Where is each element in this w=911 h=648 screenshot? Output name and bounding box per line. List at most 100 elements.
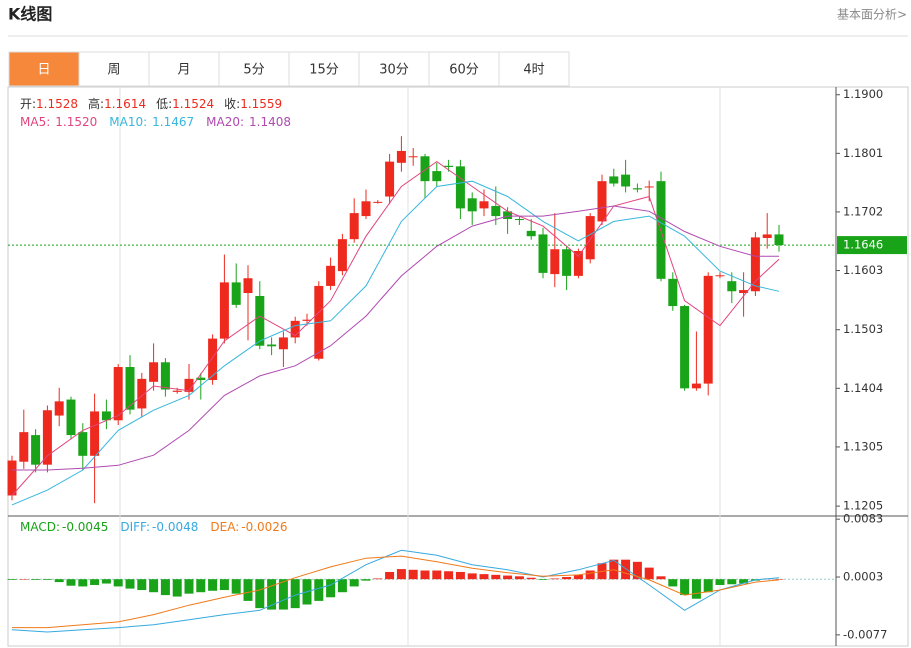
candle-body <box>715 275 725 277</box>
macd-bar <box>149 579 159 593</box>
candle-body <box>243 278 253 294</box>
candle-body <box>54 401 64 416</box>
y-tick-label: 0.0003 <box>843 570 883 584</box>
legend-value: 1.1524 <box>172 97 214 111</box>
candle-body <box>137 378 147 409</box>
macd-bar <box>479 574 489 580</box>
y-tick-label: 1.1503 <box>843 322 883 336</box>
y-tick-label: 1.1801 <box>843 146 883 160</box>
legend-name: 收: <box>224 97 240 111</box>
candle-body <box>396 150 406 163</box>
macd-bar <box>644 567 654 580</box>
legend-name: MA10: <box>109 115 147 129</box>
candle-body <box>562 249 572 276</box>
candle-body <box>750 237 760 292</box>
candle-body <box>467 198 477 212</box>
legend-name: 开: <box>20 97 36 111</box>
macd-bar <box>503 575 513 580</box>
y-tick-label: 1.1305 <box>843 439 883 453</box>
macd-bar <box>208 579 218 591</box>
tab-label: 5分 <box>243 63 264 78</box>
macd-bar <box>467 573 477 580</box>
candle-body <box>444 165 454 167</box>
macd-bar <box>7 579 17 580</box>
candle-body <box>196 377 206 381</box>
macd-bar <box>526 577 536 580</box>
legend-value: 1.1528 <box>36 97 78 111</box>
candle-body <box>66 399 76 436</box>
candle-body <box>231 282 241 305</box>
candle-body <box>255 295 265 346</box>
ma-line <box>11 160 780 496</box>
legend: 开:1.1528 高:1.1614 低:1.1524 收:1.1559 <box>20 96 282 111</box>
candle-body <box>632 188 642 190</box>
macd-bar <box>691 579 701 599</box>
page-title: K线图 <box>8 5 52 24</box>
candle-body <box>90 411 100 456</box>
legend-value: 1.1467 <box>152 115 194 129</box>
candle-body <box>302 319 312 321</box>
candle-body <box>668 278 678 307</box>
candle-body <box>739 290 749 294</box>
macd-bar <box>113 579 123 587</box>
macd-bar <box>739 579 749 584</box>
macd-bar <box>196 579 206 593</box>
y-tick-label: 1.1603 <box>843 263 883 277</box>
candle-body <box>184 378 194 392</box>
macd-bar <box>337 579 347 593</box>
candle-body <box>361 201 371 217</box>
ma-line <box>12 205 779 471</box>
macd-bar <box>373 578 383 580</box>
candle-body <box>573 251 583 276</box>
y-tick-label: -0.0077 <box>843 627 887 641</box>
macd-bar <box>385 571 395 580</box>
candle-body <box>514 219 524 221</box>
macd-bar <box>184 579 194 594</box>
macd-bar <box>54 579 64 583</box>
candle-body <box>680 306 690 389</box>
tab[interactable] <box>498 51 570 87</box>
macd-bar <box>160 579 170 596</box>
macd-line <box>11 549 780 633</box>
candle-body <box>78 432 88 456</box>
candle-body <box>19 432 29 462</box>
candle-body <box>703 275 713 384</box>
macd-line <box>12 555 780 629</box>
candle-body <box>503 211 513 220</box>
candle-body <box>727 281 737 292</box>
legend-value: 1.1614 <box>104 97 146 111</box>
candle-body <box>597 181 607 222</box>
candle-body <box>160 362 170 390</box>
macd-bar <box>727 579 737 585</box>
tab-bar: 日 周 月 5分 15分 30分 60分 4时 <box>8 51 570 87</box>
tab[interactable] <box>358 51 430 87</box>
last-price-label: 1.1646 <box>843 238 883 252</box>
fundamental-link[interactable]: 基本面分析> <box>837 8 907 22</box>
y-tick-label: 1.1404 <box>843 381 883 395</box>
macd-bar <box>278 579 288 610</box>
tab-label: 15分 <box>309 63 339 78</box>
candle-body <box>432 171 442 182</box>
candle-body <box>691 383 701 389</box>
macd-bar <box>42 579 52 580</box>
macd-bar <box>444 571 454 580</box>
legend-value: 1.1559 <box>240 97 282 111</box>
candle-body <box>550 249 560 275</box>
macd-bar <box>408 569 418 580</box>
macd-bar <box>219 579 229 591</box>
macd-bar <box>326 579 336 598</box>
candle-body <box>208 338 218 381</box>
tab[interactable] <box>148 51 220 87</box>
candle-body <box>385 161 395 197</box>
tab-label: 60分 <box>449 63 479 78</box>
candle-body <box>526 230 536 237</box>
candle-body <box>420 156 430 182</box>
macd-bar <box>432 570 442 580</box>
tab[interactable] <box>78 51 150 87</box>
candle-body <box>219 282 229 339</box>
legend-name: MA5: <box>20 115 50 129</box>
candle-body <box>585 216 595 260</box>
candle-body <box>326 265 336 286</box>
macd-bar <box>538 579 548 580</box>
candle-body <box>479 201 489 209</box>
